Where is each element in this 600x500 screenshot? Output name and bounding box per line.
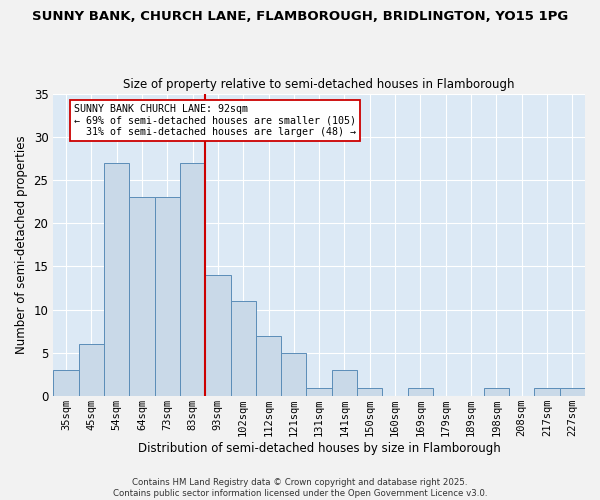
- Text: SUNNY BANK, CHURCH LANE, FLAMBOROUGH, BRIDLINGTON, YO15 1PG: SUNNY BANK, CHURCH LANE, FLAMBOROUGH, BR…: [32, 10, 568, 23]
- Text: SUNNY BANK CHURCH LANE: 92sqm
← 69% of semi-detached houses are smaller (105)
  : SUNNY BANK CHURCH LANE: 92sqm ← 69% of s…: [74, 104, 356, 137]
- Bar: [332, 370, 357, 396]
- Bar: [560, 388, 585, 396]
- Bar: [357, 388, 382, 396]
- Bar: [281, 353, 307, 396]
- Bar: [180, 162, 205, 396]
- Bar: [53, 370, 79, 396]
- Bar: [104, 162, 129, 396]
- Bar: [205, 275, 230, 396]
- Title: Size of property relative to semi-detached houses in Flamborough: Size of property relative to semi-detach…: [124, 78, 515, 91]
- Bar: [256, 336, 281, 396]
- Bar: [408, 388, 433, 396]
- Bar: [535, 388, 560, 396]
- Bar: [484, 388, 509, 396]
- Bar: [79, 344, 104, 396]
- Bar: [230, 301, 256, 396]
- Bar: [155, 198, 180, 396]
- Y-axis label: Number of semi-detached properties: Number of semi-detached properties: [15, 136, 28, 354]
- Bar: [129, 198, 155, 396]
- X-axis label: Distribution of semi-detached houses by size in Flamborough: Distribution of semi-detached houses by …: [138, 442, 500, 455]
- Text: Contains HM Land Registry data © Crown copyright and database right 2025.
Contai: Contains HM Land Registry data © Crown c…: [113, 478, 487, 498]
- Bar: [307, 388, 332, 396]
